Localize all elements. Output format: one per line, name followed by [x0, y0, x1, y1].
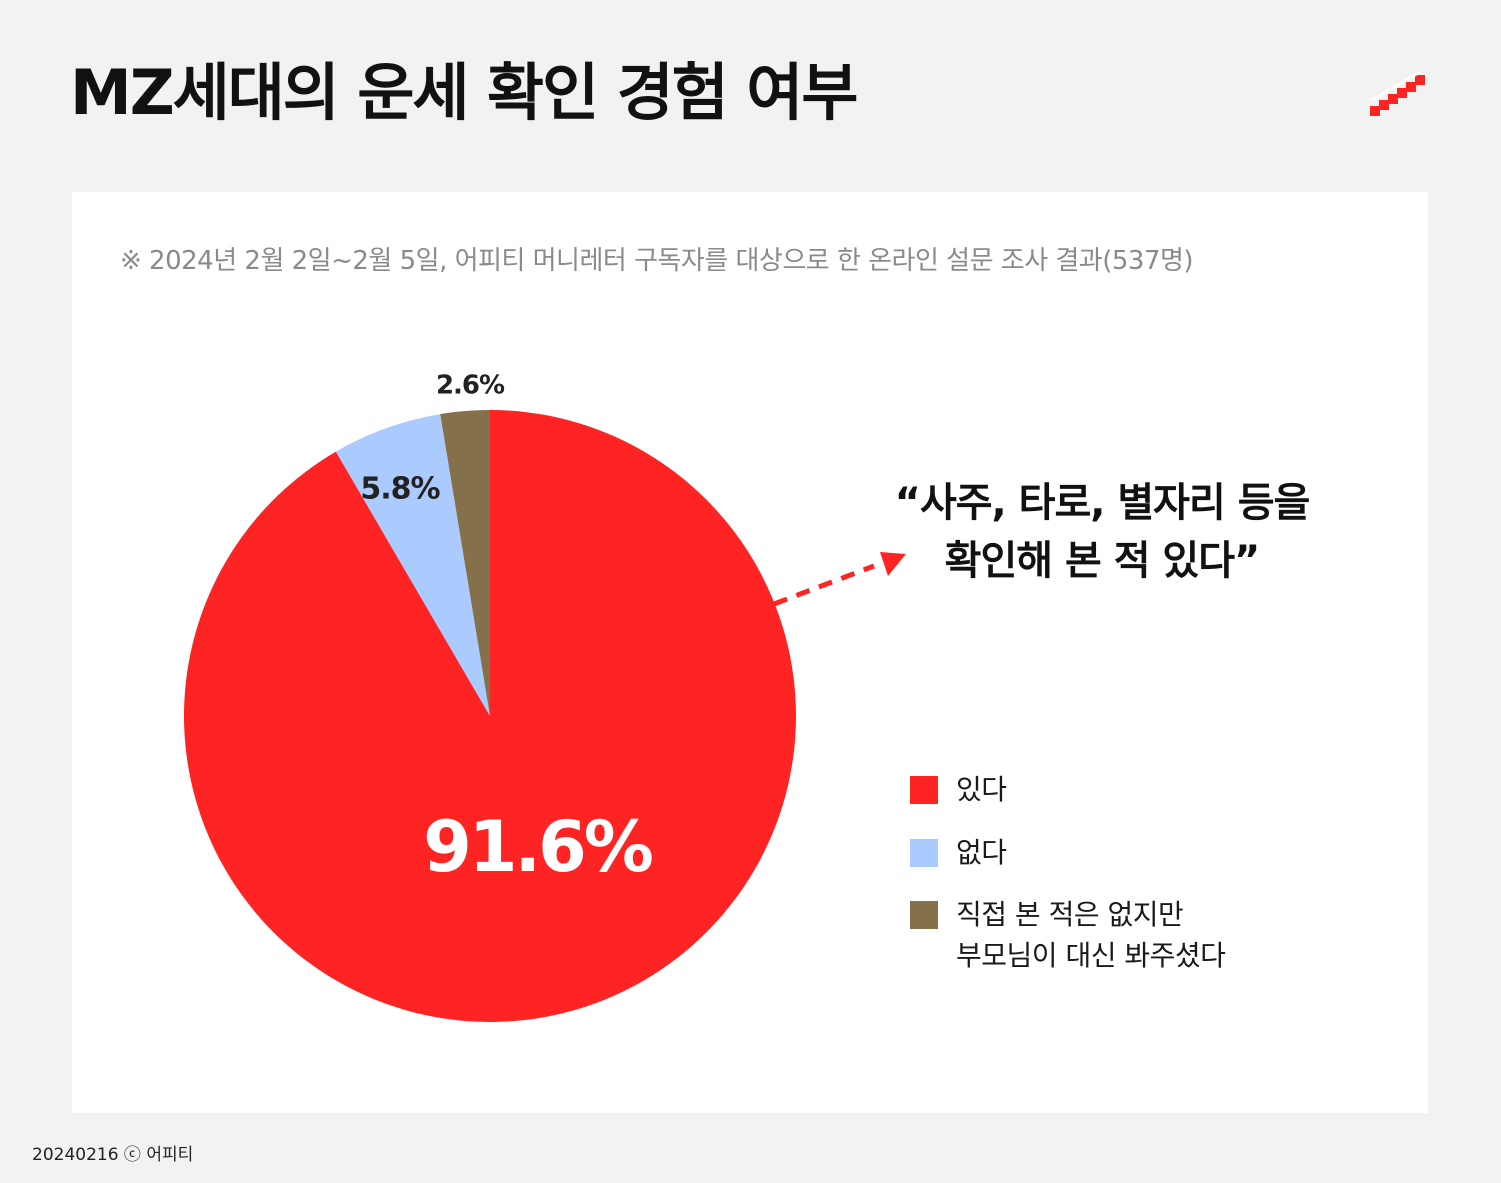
legend-swatch-parents: [910, 901, 938, 930]
legend-label-yes: 있다: [956, 773, 1007, 806]
arrowhead-icon: [880, 552, 906, 576]
pie-chart: 91.6% 5.8% 2.6%: [183, 371, 906, 1022]
chart-card: ※ 2024년 2월 2일~2월 5일, 어피티 머니레터 구독자를 대상으로 …: [72, 192, 1428, 1113]
legend-item-yes: 있다: [910, 770, 1350, 811]
quote-line-1: “사주, 타로, 별자리 등을: [894, 480, 1311, 526]
pie-label-parents: 2.6%: [436, 371, 505, 401]
chart-legend: 있다 없다 직접 본 적은 없지만 부모님이 대신 봐주셨다: [910, 770, 1350, 998]
page-title: MZ세대의 운세 확인 경험 여부: [70, 56, 858, 129]
pie-slices: [183, 410, 797, 1022]
pie-slice-no: [335, 414, 490, 716]
brand-logo-icon: [1370, 70, 1425, 116]
legend-swatch-yes: [910, 776, 938, 804]
pie-label-no: 5.8%: [360, 472, 440, 507]
pie-label-yes: 91.6%: [423, 806, 652, 888]
quote-line-2: 확인해 본 적 있다”: [944, 538, 1261, 584]
pie-labels: 91.6% 5.8% 2.6%: [360, 371, 654, 889]
legend-item-parents: 직접 본 적은 없지만 부모님이 대신 봐주셨다: [910, 895, 1350, 976]
footer-copyright: 20240216 ⓒ 어피티: [32, 1145, 194, 1165]
legend-swatch-no: [910, 838, 938, 867]
pie-slice-parents: [440, 410, 490, 716]
legend-item-no: 없다: [910, 833, 1350, 874]
legend-label-no: 없다: [956, 835, 1007, 869]
legend-label-parents: 직접 본 적은 없지만 부모님이 대신 봐주셨다: [956, 898, 1226, 972]
dashed-arrow: [773, 552, 906, 607]
quote-callout: “사주, 타로, 별자리 등을 확인해 본 적 있다”: [842, 474, 1362, 590]
survey-note: ※ 2024년 2월 2일~2월 5일, 어피티 머니레터 구독자를 대상으로 …: [120, 246, 1194, 276]
